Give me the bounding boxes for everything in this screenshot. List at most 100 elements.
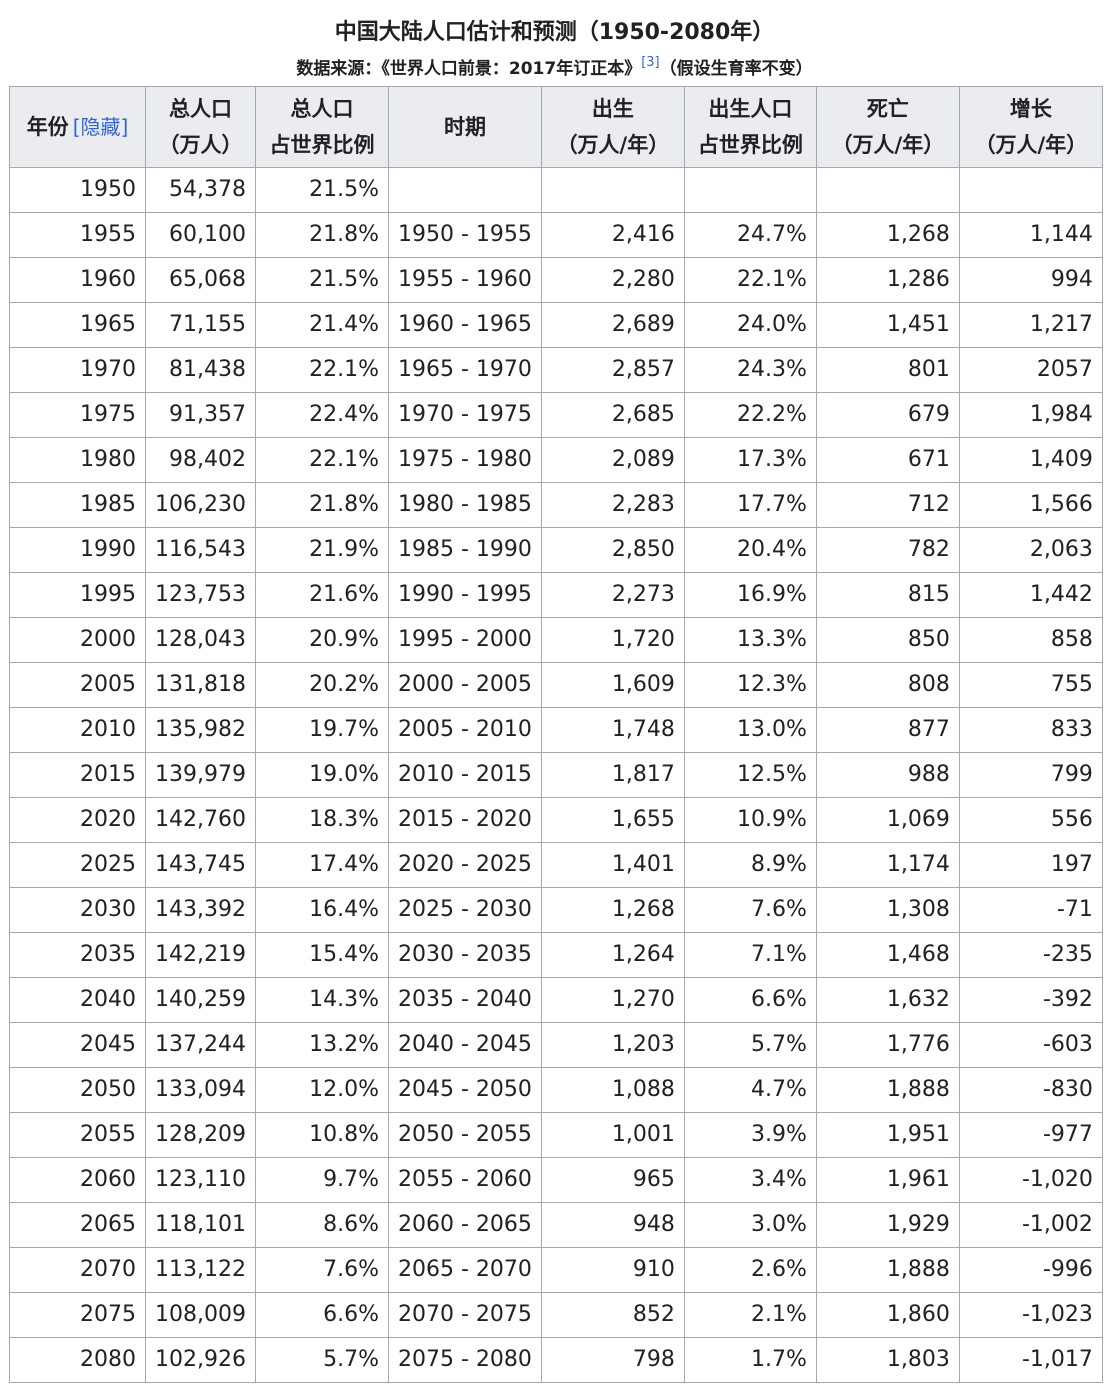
cell-population-share: 13.2% bbox=[255, 1022, 389, 1068]
cell-period: 2005 - 2010 bbox=[388, 707, 542, 753]
cell-birth-share: 1.7% bbox=[683, 1337, 817, 1383]
header-period: 时期 bbox=[388, 86, 542, 168]
cell-deaths: 801 bbox=[815, 347, 960, 393]
cell-births: 2,283 bbox=[540, 482, 685, 528]
cell-total-population: 143,392 bbox=[145, 887, 256, 933]
cell-total-population: 128,043 bbox=[145, 617, 256, 663]
cell-growth: -830 bbox=[958, 1067, 1103, 1113]
cell-population-share: 16.4% bbox=[255, 887, 389, 933]
cell-deaths: 1,174 bbox=[815, 842, 960, 888]
cell-birth-share: 3.0% bbox=[683, 1202, 817, 1248]
cell-population-share: 20.9% bbox=[255, 617, 389, 663]
cell-year: 1950 bbox=[9, 167, 146, 213]
cell-growth: 2,063 bbox=[958, 527, 1103, 573]
cell-births: 1,264 bbox=[540, 932, 685, 978]
cell-year: 2000 bbox=[9, 617, 146, 663]
cell-growth: -996 bbox=[958, 1247, 1103, 1293]
cell-births: 2,689 bbox=[540, 302, 685, 348]
cell-births: 2,685 bbox=[540, 392, 685, 438]
cell-population-share: 7.6% bbox=[255, 1247, 389, 1293]
cell-population-share: 6.6% bbox=[255, 1292, 389, 1338]
table-row: 1970 81,438 22.1% 1965 - 1970 2,857 24.3% 801 2… bbox=[9, 347, 1103, 393]
cell-total-population: 54,378 bbox=[145, 167, 256, 213]
cell-total-population: 123,110 bbox=[145, 1157, 256, 1203]
header-deaths: 死亡 （万人/年） bbox=[815, 86, 960, 168]
table-row: 1950 54,378 21.5% bbox=[9, 167, 1103, 213]
cell-year: 2020 bbox=[9, 797, 146, 843]
cell-birth-share bbox=[683, 167, 817, 213]
cell-births: 1,001 bbox=[540, 1112, 685, 1158]
header-total: 总人口 （万人） bbox=[145, 86, 256, 168]
cell-deaths: 1,776 bbox=[815, 1022, 960, 1068]
header-row: 年份 [隐藏] 总人口 （万人） 总人口 占世界比例 时期 出生 （万人/年） 出生人口… bbox=[9, 86, 1103, 168]
table-row: 2050 133,094 12.0% 2045 - 2050 1,088 4.7% 1,88… bbox=[9, 1067, 1103, 1113]
cell-year: 1985 bbox=[9, 482, 146, 528]
cell-period: 2065 - 2070 bbox=[388, 1247, 542, 1293]
cell-year: 2065 bbox=[9, 1202, 146, 1248]
cell-growth: 556 bbox=[958, 797, 1103, 843]
population-table: 年份 [隐藏] 总人口 （万人） 总人口 占世界比例 时期 出生 （万人/年） 出生人口… bbox=[9, 86, 1103, 1383]
cell-birth-share: 7.1% bbox=[683, 932, 817, 978]
cell-year: 2035 bbox=[9, 932, 146, 978]
table-source: 数据来源：《世界人口前景：2017年订正本》[3]（假设生育率不变） bbox=[0, 55, 1109, 83]
cell-year: 2075 bbox=[9, 1292, 146, 1338]
cell-births: 852 bbox=[540, 1292, 685, 1338]
cell-births: 798 bbox=[540, 1337, 685, 1383]
cell-growth: 1,217 bbox=[958, 302, 1103, 348]
cell-population-share: 21.5% bbox=[255, 257, 389, 303]
cell-total-population: 102,926 bbox=[145, 1337, 256, 1383]
cell-period: 1970 - 1975 bbox=[388, 392, 542, 438]
toggle-open-bracket: [ bbox=[72, 115, 81, 139]
table-row: 2000 128,043 20.9% 1995 - 2000 1,720 13.3% 850… bbox=[9, 617, 1103, 663]
cell-total-population: 133,094 bbox=[145, 1067, 256, 1113]
cell-deaths: 1,468 bbox=[815, 932, 960, 978]
cell-growth: -392 bbox=[958, 977, 1103, 1023]
hide-toggle-link[interactable]: 隐藏 bbox=[80, 115, 121, 139]
cell-year: 1975 bbox=[9, 392, 146, 438]
cell-deaths: 850 bbox=[815, 617, 960, 663]
cell-growth: -1,002 bbox=[958, 1202, 1103, 1248]
cell-deaths: 815 bbox=[815, 572, 960, 618]
cell-growth: -977 bbox=[958, 1112, 1103, 1158]
cell-total-population: 98,402 bbox=[145, 437, 256, 483]
cell-birth-share: 20.4% bbox=[683, 527, 817, 573]
cell-growth: 1,566 bbox=[958, 482, 1103, 528]
cell-growth: 1,409 bbox=[958, 437, 1103, 483]
cell-birth-share: 13.0% bbox=[683, 707, 817, 753]
cell-period: 2040 - 2045 bbox=[388, 1022, 542, 1068]
header-deaths-line1: 死亡 bbox=[866, 97, 909, 121]
cell-year: 2080 bbox=[9, 1337, 146, 1383]
cell-population-share: 21.6% bbox=[255, 572, 389, 618]
cell-growth: 1,984 bbox=[958, 392, 1103, 438]
cell-births: 2,280 bbox=[540, 257, 685, 303]
cell-growth: 1,144 bbox=[958, 212, 1103, 258]
cell-year: 2005 bbox=[9, 662, 146, 708]
cell-period: 2050 - 2055 bbox=[388, 1112, 542, 1158]
cell-births: 2,850 bbox=[540, 527, 685, 573]
cell-deaths: 1,860 bbox=[815, 1292, 960, 1338]
table-title: 中国大陆人口估计和预测（1950-2080年） bbox=[334, 20, 775, 45]
cell-births: 1,817 bbox=[540, 752, 685, 798]
cell-deaths: 1,451 bbox=[815, 302, 960, 348]
header-births-line1: 出生 bbox=[591, 97, 634, 121]
header-births-line2: （万人/年） bbox=[556, 133, 670, 157]
header-year-label: 年份 bbox=[26, 115, 69, 139]
reference-sup: [3] bbox=[641, 55, 659, 70]
cell-growth: -1,020 bbox=[958, 1157, 1103, 1203]
cell-deaths: 671 bbox=[815, 437, 960, 483]
cell-growth: -235 bbox=[958, 932, 1103, 978]
cell-population-share: 22.1% bbox=[255, 347, 389, 393]
cell-deaths: 1,069 bbox=[815, 797, 960, 843]
cell-birth-share: 17.7% bbox=[683, 482, 817, 528]
cell-total-population: 106,230 bbox=[145, 482, 256, 528]
toggle-close-bracket: ] bbox=[120, 115, 129, 139]
cell-total-population: 135,982 bbox=[145, 707, 256, 753]
cell-total-population: 113,122 bbox=[145, 1247, 256, 1293]
reference-link[interactable]: [3] bbox=[641, 55, 660, 70]
cell-year: 2070 bbox=[9, 1247, 146, 1293]
cell-births: 2,089 bbox=[540, 437, 685, 483]
cell-birth-share: 5.7% bbox=[683, 1022, 817, 1068]
cell-births: 1,401 bbox=[540, 842, 685, 888]
table-row: 2015 139,979 19.0% 2010 - 2015 1,817 12.5% 988… bbox=[9, 752, 1103, 798]
hide-toggle[interactable]: [隐藏] bbox=[73, 115, 129, 139]
